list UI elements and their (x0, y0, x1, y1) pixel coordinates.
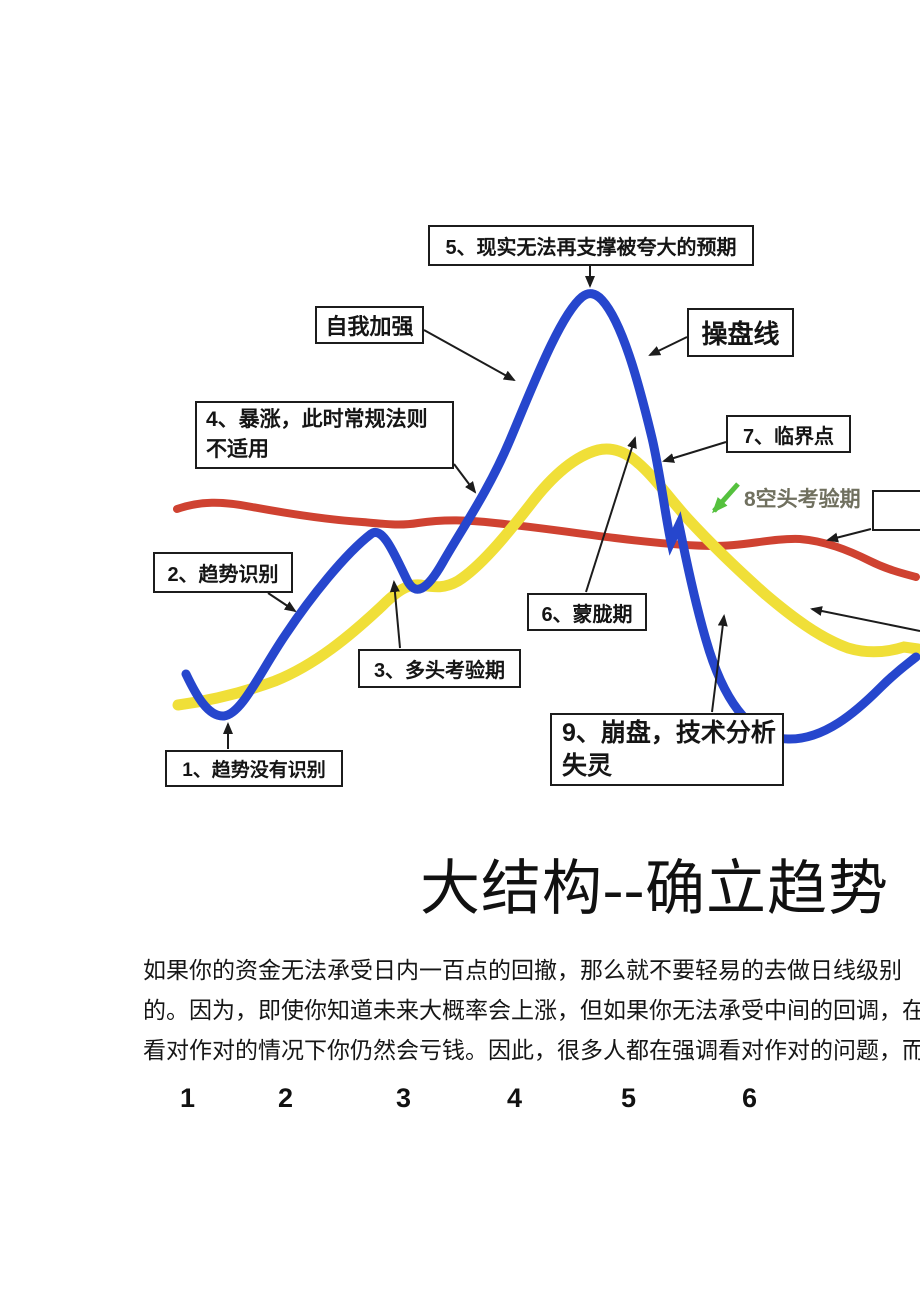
label-box-3-bull-test-period: 3、多头考验期 (358, 649, 521, 688)
green-bear-test-arrow (712, 482, 740, 514)
sequence-number-5: 5 (621, 1083, 637, 1113)
arrow-selfreinforce-to-blue (423, 329, 516, 381)
label-box-6-obscure-period: 6、蒙胧期 (527, 593, 647, 631)
label-box-7-critical-point: 7、临界点 (726, 415, 851, 453)
sequence-number-1: 1 (180, 1083, 196, 1113)
label-box-self-reinforce: 自我加强 (315, 306, 424, 344)
arrow-box6-to-blue (585, 436, 637, 593)
label-text-line1: 4、暴涨，此时常规法则 (206, 408, 428, 431)
label-8-bear-test-period: 8空头考验期 (744, 488, 861, 511)
label-text: 操盘线 (701, 319, 780, 349)
paragraph-line: 的。因为，即使你知道未来大概率会上涨，但如果你无法承受中间的回调，在 (143, 997, 920, 1023)
label-text-line1: 9、崩盘，技术分析 (562, 718, 776, 747)
label-text: 自我加强 (325, 314, 414, 339)
arrow-box4-to-blue (453, 463, 477, 494)
paragraph-line: 如果你的资金无法承受日内一百点的回撤，那么就不要轻易的去做日线级别 (143, 957, 902, 983)
reflexivity-diagram (172, 266, 920, 749)
arrow-edge-to-yellow (810, 606, 920, 632)
paragraph-line: 看对作对的情况下你仍然会亏钱。因此，很多人都在强调看对作对的问题，而 (143, 1037, 920, 1063)
section-title: 大结构--确立趋势 (420, 856, 889, 922)
arrow-cutbox-to-red (826, 528, 872, 543)
yellow-expectation-curve (172, 443, 920, 711)
label-box-9-crash: 9、崩盘，技术分析 失灵 (550, 713, 784, 786)
label-box-operating-line: 操盘线 (687, 308, 794, 357)
sequence-number-4: 4 (507, 1083, 523, 1113)
label-text: 7、临界点 (742, 425, 835, 448)
sequence-number-2: 2 (278, 1083, 294, 1113)
label-text: 1、趋势没有识别 (182, 760, 326, 781)
label-text: 5、现实无法再支撑被夸大的预期 (445, 237, 737, 259)
label-box-2-trend-recognized: 2、趋势识别 (153, 552, 293, 593)
arrow-box9-to-blue (711, 614, 728, 713)
label-box-4-surge: 4、暴涨，此时常规法则 不适用 (195, 401, 454, 469)
arrow-caopan-to-blue (648, 336, 688, 356)
label-box-clipped-right-edge (872, 490, 920, 531)
label-box-5-reality-cannot-support: 5、现实无法再支撑被夸大的预期 (428, 225, 754, 266)
label-text-line2: 不适用 (206, 438, 269, 461)
label-text-line2: 失灵 (562, 751, 613, 780)
label-text: 3、多头考验期 (373, 660, 506, 682)
arrow-box3-to-dip (389, 580, 401, 649)
sequence-number-6: 6 (742, 1083, 758, 1113)
arrow-box7-to-cross (662, 441, 727, 463)
sequence-number-3: 3 (396, 1083, 412, 1113)
label-text: 2、趋势识别 (167, 564, 279, 586)
red-value-curve (173, 498, 920, 581)
label-box-1-trend-not-recognized: 1、趋势没有识别 (165, 750, 343, 787)
label-text: 6、蒙胧期 (541, 603, 633, 626)
arrow-box2-to-blue (267, 592, 297, 613)
